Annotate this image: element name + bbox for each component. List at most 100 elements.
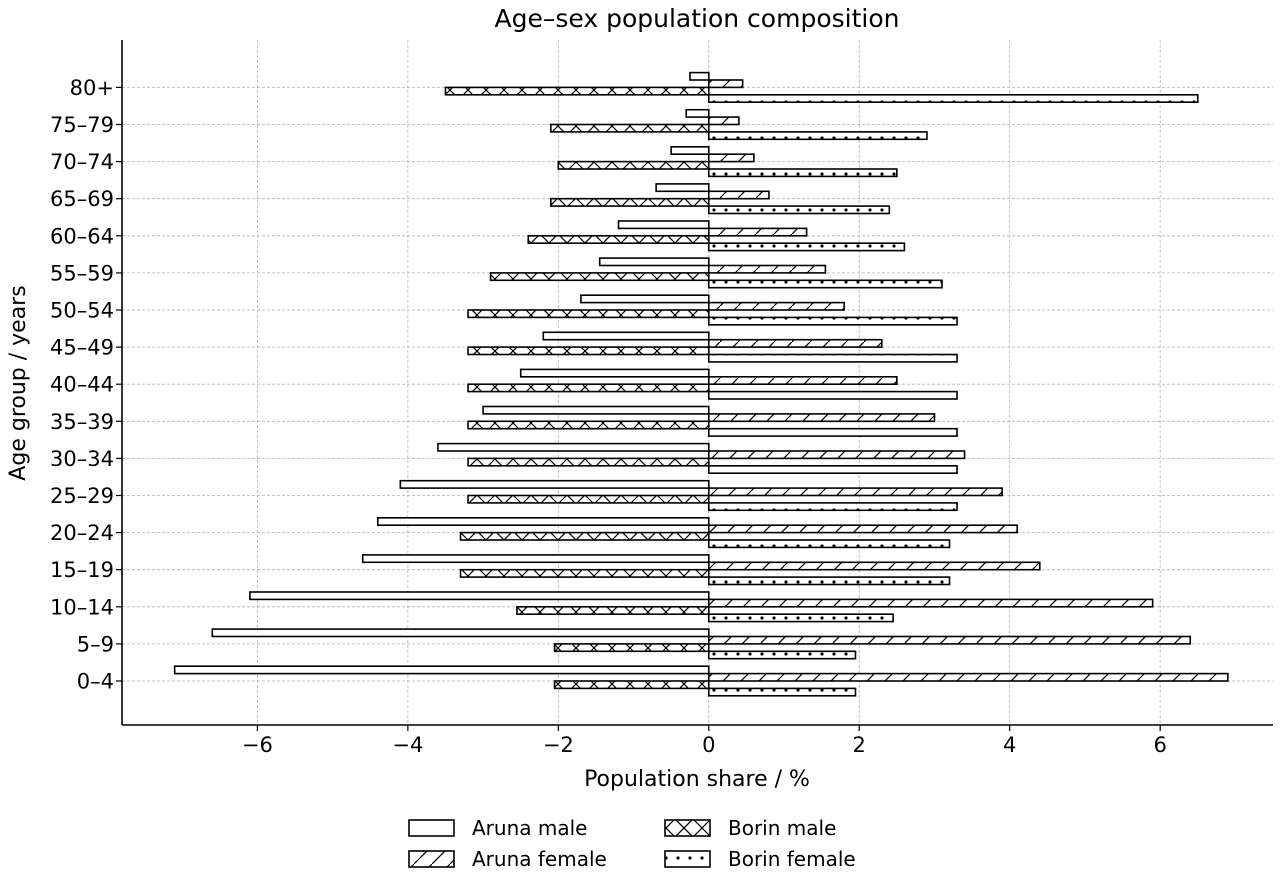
bar-borin-female xyxy=(707,94,1199,104)
bar-borin-male xyxy=(516,605,710,615)
y-tick-label: 80+ xyxy=(70,76,114,100)
bar-borin-female xyxy=(707,427,958,437)
bar-aruna-female xyxy=(707,79,744,89)
bar-aruna-male xyxy=(211,628,710,638)
bar-borin-male xyxy=(550,123,710,133)
y-tick-label: 40–44 xyxy=(50,373,114,397)
bar-aruna-female xyxy=(707,598,1154,608)
bar-aruna-male xyxy=(482,405,710,415)
bar-aruna-female xyxy=(707,450,966,460)
y-tick-label: 35–39 xyxy=(50,410,114,434)
bar-aruna-female xyxy=(707,672,1229,682)
y-axis-label: Age group / years xyxy=(6,285,31,480)
bar-aruna-male xyxy=(670,146,710,156)
bar-borin-female xyxy=(707,390,958,400)
bar-aruna-male xyxy=(685,108,710,118)
bar-borin-female xyxy=(707,502,958,512)
bar-borin-female xyxy=(707,131,928,141)
legend-swatch-aruna-female xyxy=(408,850,455,868)
bar-borin-female xyxy=(707,464,958,474)
bar-aruna-male xyxy=(542,331,710,341)
bar-aruna-male xyxy=(617,220,710,230)
y-tick-label: 15–19 xyxy=(50,558,114,582)
bar-aruna-male xyxy=(399,479,710,489)
bar-aruna-female xyxy=(707,561,1041,571)
x-tick-label: 4 xyxy=(1003,733,1016,757)
bar-borin-female xyxy=(707,316,958,326)
bar-aruna-male xyxy=(437,442,710,452)
x-tick-label: 6 xyxy=(1153,733,1166,757)
bar-borin-male xyxy=(459,568,710,578)
bar-borin-male xyxy=(489,272,710,282)
bar-borin-male xyxy=(459,531,710,541)
bar-borin-female xyxy=(707,242,906,252)
legend-swatch-borin-male xyxy=(664,819,711,837)
bar-borin-male xyxy=(557,160,710,170)
legend-label-aruna-male: Aruna male xyxy=(472,816,587,840)
bar-borin-female xyxy=(707,687,857,697)
bar-borin-female xyxy=(707,205,891,215)
bar-borin-male xyxy=(467,346,710,356)
bar-aruna-female xyxy=(707,338,883,348)
y-tick-label: 0–4 xyxy=(77,670,114,694)
bar-aruna-female xyxy=(707,487,1003,497)
bar-aruna-male xyxy=(361,554,710,564)
legend-label-borin-female: Borin female xyxy=(728,847,856,871)
y-tick-label: 75–79 xyxy=(50,113,114,137)
bar-borin-female xyxy=(707,353,958,363)
bar-aruna-male xyxy=(580,294,710,304)
legend-swatch-borin-female xyxy=(664,850,711,868)
bar-borin-male xyxy=(467,494,710,504)
chart-title: Age–sex population composition xyxy=(495,4,900,33)
bar-borin-male xyxy=(553,643,710,653)
bar-borin-male xyxy=(467,309,710,319)
bar-borin-female xyxy=(707,168,898,178)
bar-aruna-female xyxy=(707,524,1019,534)
bar-aruna-male xyxy=(655,183,710,193)
bar-borin-male xyxy=(527,235,710,245)
axes-layer: −6 −4 −2 0 2 4 6 0–4 5–9 10–14 15–19 20–24 25–29 30–3… xyxy=(50,40,1273,757)
bar-aruna-female xyxy=(707,190,770,200)
legend-label-borin-male: Borin male xyxy=(728,816,836,840)
y-tick-label: 45–49 xyxy=(50,336,114,360)
bar-borin-male xyxy=(467,457,710,467)
bar-aruna-female xyxy=(707,635,1192,645)
x-tick-label: 2 xyxy=(853,733,866,757)
y-tick-label: 50–54 xyxy=(50,299,114,323)
bar-borin-male xyxy=(553,680,710,690)
bar-aruna-male xyxy=(689,71,710,81)
bar-borin-male xyxy=(444,86,710,96)
bar-aruna-female xyxy=(707,264,827,274)
bar-borin-female xyxy=(707,650,857,660)
y-tick-label: 60–64 xyxy=(50,224,114,248)
bar-borin-male xyxy=(467,420,710,430)
bar-aruna-female xyxy=(707,116,740,126)
x-tick-label: −4 xyxy=(392,733,423,757)
bars-layer xyxy=(173,71,1229,697)
legend-swatch-aruna-male xyxy=(408,819,455,837)
x-tick-label: −2 xyxy=(543,733,574,757)
y-tick-label: 10–14 xyxy=(50,595,114,619)
bar-aruna-female xyxy=(707,227,808,237)
y-tick-label: 25–29 xyxy=(50,484,114,508)
y-tick-label: 20–24 xyxy=(50,521,114,545)
x-tick-label: −6 xyxy=(242,733,273,757)
bar-aruna-male xyxy=(376,516,710,526)
grid-layer xyxy=(122,40,1273,725)
x-tick-label: 0 xyxy=(702,733,715,757)
bar-aruna-female xyxy=(707,153,755,163)
bar-borin-female xyxy=(707,613,894,623)
y-tick-label: 5–9 xyxy=(77,632,114,656)
bar-borin-male xyxy=(550,197,710,207)
bar-aruna-female xyxy=(707,413,936,423)
y-tick-label: 55–59 xyxy=(50,261,114,285)
bar-aruna-male xyxy=(173,665,710,675)
bar-borin-female xyxy=(707,539,951,549)
bar-aruna-female xyxy=(707,301,845,311)
y-tick-label: 30–34 xyxy=(50,447,114,471)
bar-aruna-male xyxy=(598,257,710,267)
legend: Aruna male Aruna female Borin male Borin fe… xyxy=(408,816,856,871)
bar-aruna-male xyxy=(519,368,710,378)
